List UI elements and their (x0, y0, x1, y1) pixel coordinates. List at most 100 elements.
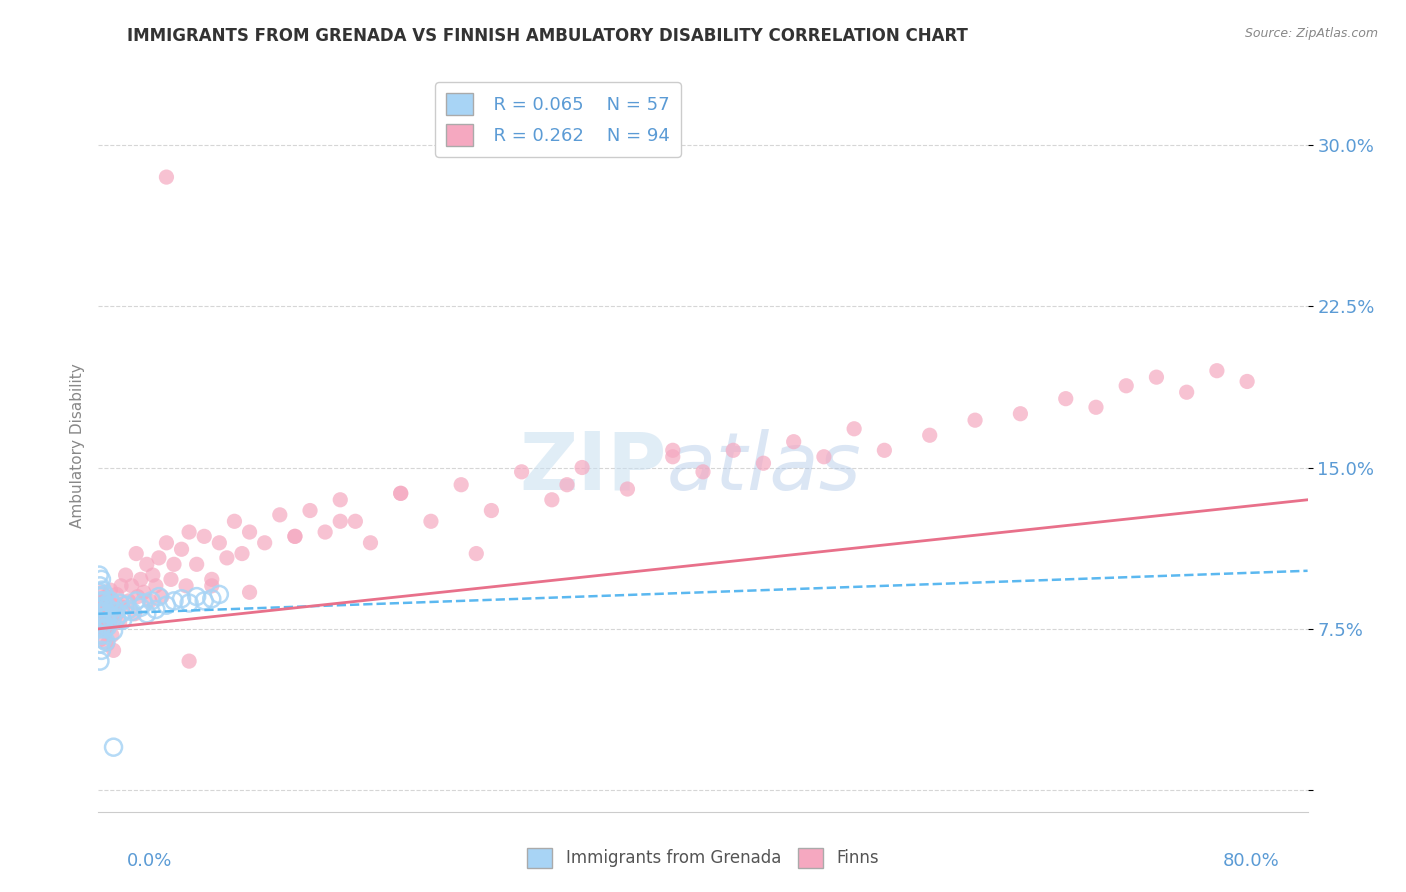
Point (179, 654, 201, 668)
Point (132, 585, 155, 599)
Point (284, 529, 307, 543)
Point (555, 477, 578, 491)
Point (253, 536, 276, 550)
Point (145, 602, 167, 616)
Point (121, 579, 143, 593)
Point (127, 590, 149, 604)
Point (813, 450, 835, 464)
Point (141, 594, 163, 608)
Point (89, 607, 111, 621)
Point (91, 605, 114, 619)
Point (89, 632, 111, 647)
Point (101, 628, 124, 642)
Point (96, 600, 118, 615)
Point (89, 579, 111, 593)
Point (90, 643, 112, 657)
Point (121, 605, 143, 619)
Point (124, 607, 146, 621)
Point (101, 613, 124, 627)
Point (783, 434, 806, 449)
Point (89, 600, 111, 615)
Point (94, 634, 117, 648)
Point (170, 542, 193, 557)
Point (844, 422, 866, 436)
Point (93, 622, 115, 636)
Point (155, 536, 177, 550)
Point (201, 591, 224, 606)
Point (100, 583, 122, 598)
Point (201, 579, 224, 593)
Point (201, 573, 224, 587)
Point (91, 617, 114, 632)
Point (89, 615, 111, 630)
Point (752, 456, 775, 470)
Point (1115, 378, 1137, 392)
Text: ZIP: ZIP (519, 429, 666, 507)
Point (91, 583, 114, 598)
Point (91, 632, 114, 647)
Point (150, 590, 173, 604)
Point (179, 596, 201, 610)
Point (723, 443, 745, 458)
Point (111, 613, 134, 627)
Point (90, 637, 112, 651)
Point (103, 643, 125, 657)
Point (93, 622, 115, 636)
Point (104, 605, 127, 619)
Point (540, 492, 562, 507)
Point (90, 622, 112, 636)
Point (873, 443, 896, 458)
Point (90, 615, 112, 630)
Point (89, 585, 111, 599)
Point (1144, 370, 1167, 384)
Point (965, 413, 987, 427)
Point (420, 514, 443, 528)
Point (125, 547, 148, 561)
Point (510, 465, 533, 479)
Point (135, 607, 157, 621)
Point (186, 590, 208, 604)
Point (142, 568, 165, 582)
Point (299, 503, 322, 517)
Point (129, 573, 152, 587)
Point (110, 607, 132, 621)
Point (1206, 364, 1229, 378)
Point (208, 536, 231, 550)
Point (129, 600, 152, 615)
Point (360, 536, 382, 550)
Point (163, 594, 186, 608)
Point (125, 594, 148, 608)
Point (692, 465, 714, 479)
Point (148, 590, 170, 604)
Point (89, 568, 111, 582)
Point (94, 611, 117, 625)
Point (103, 598, 125, 612)
Point (114, 568, 136, 582)
Point (118, 602, 141, 616)
Point (389, 486, 412, 500)
Point (98, 600, 121, 615)
Point (193, 529, 215, 543)
Point (108, 596, 131, 610)
Point (91, 594, 114, 608)
Point (145, 579, 167, 593)
Point (105, 587, 128, 601)
Point (135, 558, 157, 572)
Point (329, 514, 352, 528)
Point (314, 524, 336, 539)
Point (1175, 385, 1198, 400)
Point (89, 594, 111, 608)
Point (108, 615, 131, 630)
Point (450, 477, 472, 491)
Point (160, 573, 183, 587)
Point (94, 590, 117, 604)
Point (344, 514, 367, 528)
Point (186, 558, 208, 572)
Point (100, 613, 122, 627)
Point (93, 587, 115, 601)
Point (661, 450, 683, 464)
Point (174, 579, 197, 593)
Point (208, 587, 231, 601)
Point (103, 624, 125, 638)
Point (94, 605, 117, 619)
